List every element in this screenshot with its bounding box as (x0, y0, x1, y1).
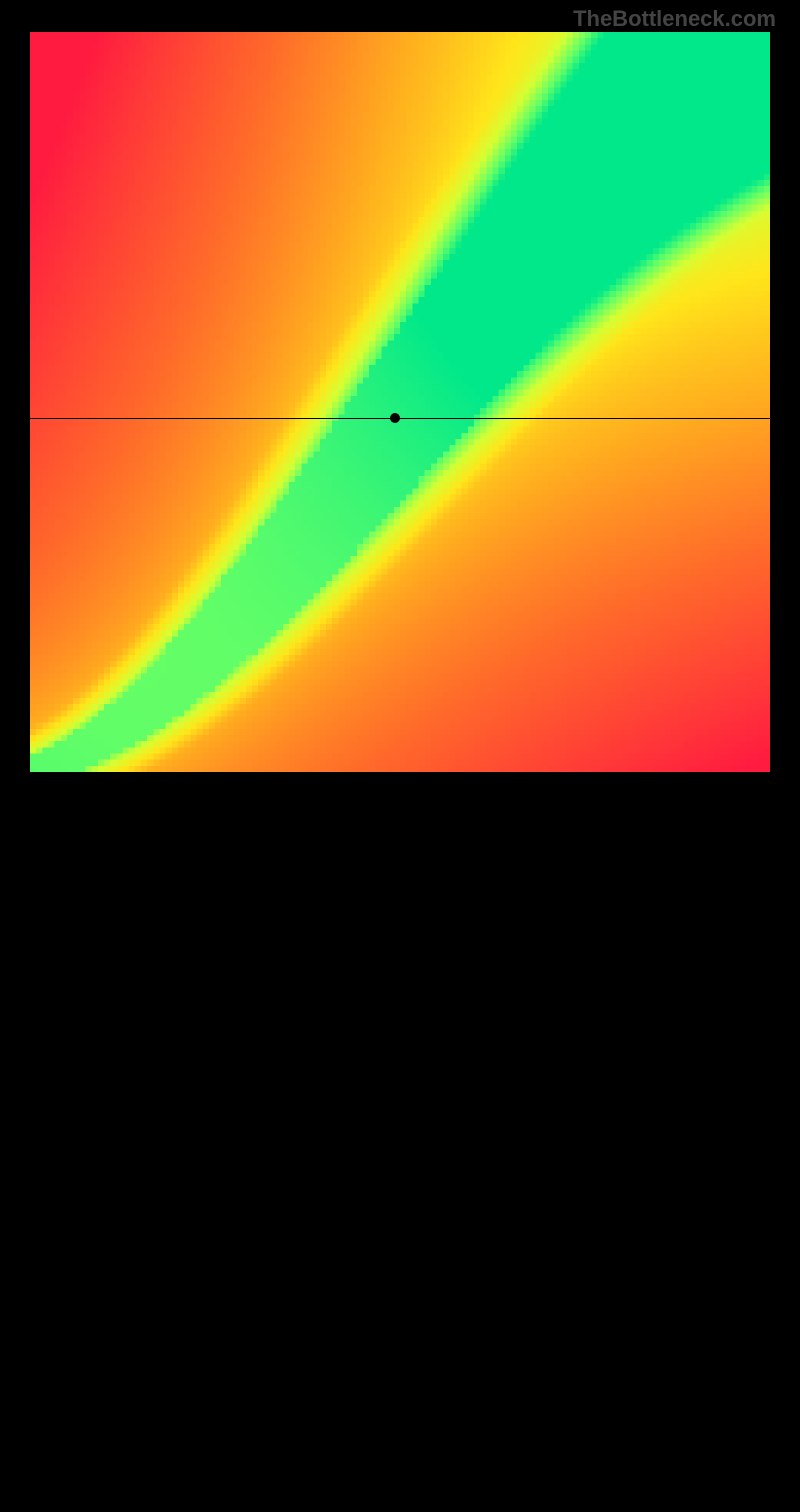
crosshair-vertical (395, 772, 396, 1512)
crosshair-marker (390, 413, 400, 423)
attribution-text: TheBottleneck.com (573, 6, 776, 32)
crosshair-horizontal (30, 418, 770, 419)
heatmap-canvas (30, 32, 770, 772)
heatmap-plot (30, 32, 770, 772)
